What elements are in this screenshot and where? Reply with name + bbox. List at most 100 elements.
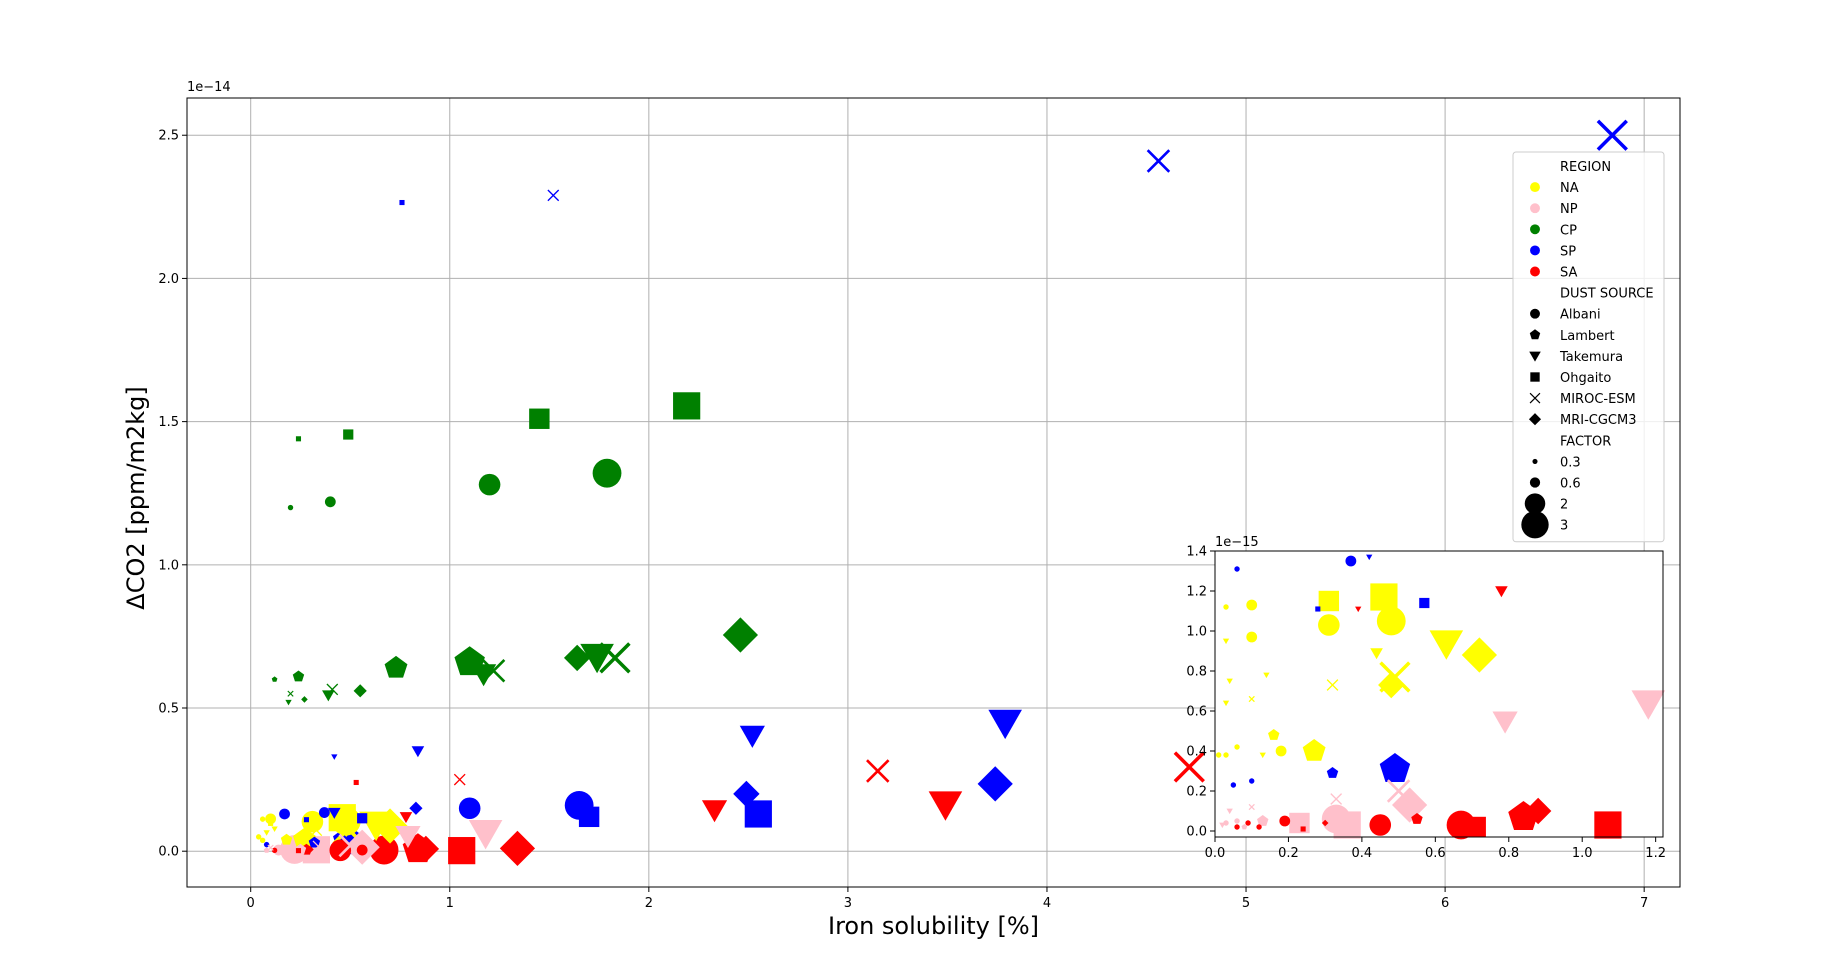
inset-data-point xyxy=(1429,630,1464,660)
data-point xyxy=(578,806,600,828)
inset-data-point xyxy=(1246,599,1258,611)
data-point xyxy=(356,844,368,856)
inset-data-point xyxy=(1366,554,1373,561)
data-point xyxy=(279,808,290,820)
inset-data-point xyxy=(1300,826,1306,832)
data-point xyxy=(292,670,305,682)
data-point xyxy=(1596,119,1628,151)
data-point xyxy=(928,791,963,821)
data-point xyxy=(295,848,302,854)
data-point xyxy=(307,846,314,853)
legend-section-title: FACTOR xyxy=(1560,434,1611,449)
inset-data-point xyxy=(1248,803,1255,811)
data-point xyxy=(271,676,278,682)
inset-data-point xyxy=(1234,824,1240,830)
data-point xyxy=(411,746,425,758)
legend-box xyxy=(1512,151,1665,543)
inset-ticks: 0.0 0.2 0.4 0.6 0.8 1.0 1.2 0.0 0.2 0.4 0.6 0.8 1.0 1… xyxy=(1186,545,1666,862)
inset-data-point xyxy=(1302,739,1326,761)
inset-data-point xyxy=(1289,812,1310,834)
legend-entry-label: NP xyxy=(1560,202,1578,217)
data-point xyxy=(448,837,476,865)
legend-entry-label: Ohgaito xyxy=(1560,371,1611,386)
data-point xyxy=(301,696,308,703)
inset-data-point xyxy=(1268,729,1280,740)
data-point xyxy=(255,834,262,840)
legend-entry-label: SA xyxy=(1560,266,1577,281)
data-point xyxy=(395,826,421,849)
x-tick-label: 0.4 xyxy=(1352,846,1373,861)
data-point xyxy=(592,458,622,488)
inset-y-offset-text: 1e−15 xyxy=(1215,535,1259,550)
data-point xyxy=(722,617,759,653)
inset-data-point xyxy=(1241,824,1248,830)
y-tick-label: 0.2 xyxy=(1186,785,1207,800)
legend-factor-marker xyxy=(1529,477,1541,488)
legend-section-title: DUST SOURCE xyxy=(1560,287,1654,302)
legend-source-marker xyxy=(1530,308,1540,319)
inset-data-point xyxy=(1392,787,1428,823)
x-tick-label: 2 xyxy=(645,896,653,911)
data-point xyxy=(733,780,760,808)
data-point xyxy=(353,684,367,698)
x-tick-label: 0.8 xyxy=(1498,846,1519,861)
data-point xyxy=(468,819,503,850)
legend-region-marker xyxy=(1530,203,1540,214)
inset-data-point xyxy=(1492,711,1518,734)
data-point xyxy=(409,801,423,815)
legend-region-marker xyxy=(1530,224,1540,235)
x-tick-label: 7 xyxy=(1640,896,1648,911)
data-point xyxy=(322,690,335,702)
legend-entry-label: MRI-CGCM3 xyxy=(1560,413,1637,428)
inset-data-point xyxy=(1594,811,1622,839)
y-tick-label: 1.0 xyxy=(158,558,179,573)
data-point xyxy=(287,690,294,697)
legend-source-marker xyxy=(1529,392,1541,404)
x-tick-label: 1 xyxy=(446,896,454,911)
data-point xyxy=(338,833,362,858)
data-point xyxy=(384,655,408,678)
inset-background xyxy=(1215,551,1663,837)
legend-entry-label: Albani xyxy=(1560,308,1601,323)
data-point xyxy=(271,826,278,833)
data-point xyxy=(481,659,506,683)
legend-region-marker xyxy=(1530,245,1540,256)
data-point xyxy=(739,725,765,748)
y-tick-label: 0.5 xyxy=(158,702,179,717)
inset-data-point xyxy=(1234,566,1240,572)
data-point xyxy=(280,833,293,845)
data-point xyxy=(478,473,501,496)
data-point xyxy=(866,759,890,783)
x-tick-label: 0 xyxy=(247,896,255,911)
inset-data-point xyxy=(1230,782,1237,788)
legend-region-marker xyxy=(1530,182,1540,193)
y-tick-label: 0.8 xyxy=(1186,665,1207,680)
data-point xyxy=(412,835,440,863)
data-point xyxy=(318,807,330,818)
legend: REGION NA NP CP SP SA DUST SOURCE Albani Lambert… xyxy=(1512,151,1665,543)
inset-data-point xyxy=(1631,690,1666,720)
inset-plot-frame xyxy=(1214,550,1664,838)
data-point xyxy=(271,847,278,854)
y-tick-label: 1.4 xyxy=(1186,545,1207,560)
data-point xyxy=(339,823,353,837)
legend-entry-label: Takemura xyxy=(1559,350,1623,365)
legend-factor-marker xyxy=(1521,511,1549,539)
data-point xyxy=(353,779,359,786)
inset-data-point xyxy=(1279,815,1291,827)
data-point xyxy=(328,807,341,819)
inset-data-point xyxy=(1386,779,1411,803)
legend-entry-label: CP xyxy=(1560,223,1577,238)
data-point xyxy=(312,840,325,853)
legend-entry-label: 2 xyxy=(1560,498,1568,513)
inset-data-point xyxy=(1219,822,1226,829)
data-point xyxy=(988,709,1022,740)
inset-data-point xyxy=(1326,767,1339,778)
inset-data-point xyxy=(1333,811,1361,839)
data-point xyxy=(324,496,336,508)
inset-data-point xyxy=(1245,820,1251,826)
inset-data-point xyxy=(1223,752,1229,758)
inset-data-point xyxy=(1495,586,1508,598)
inset-data-point xyxy=(1223,604,1229,610)
